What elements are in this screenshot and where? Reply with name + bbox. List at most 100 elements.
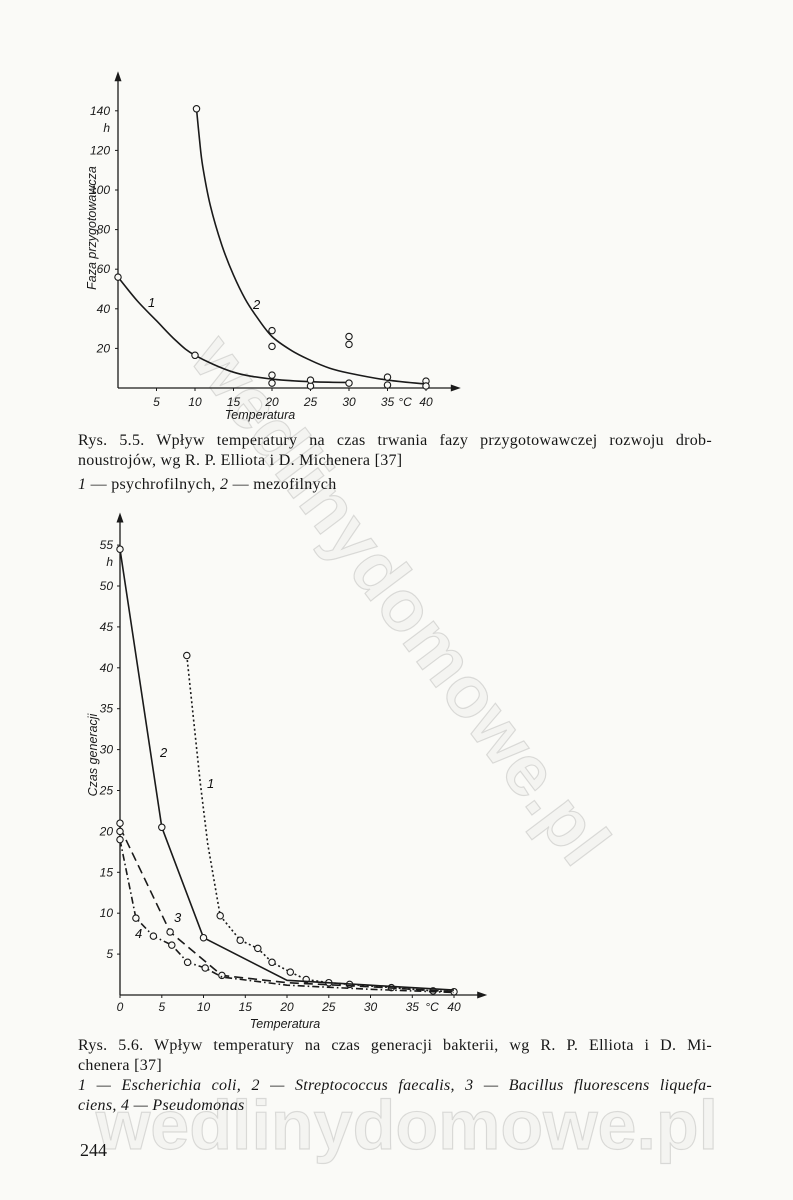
legend-number: 2 <box>220 476 229 493</box>
series-1-label: 1 <box>207 776 214 791</box>
y-tick-label: 40 <box>97 302 111 316</box>
x-tick-label: 35 <box>381 395 395 409</box>
series-2-line <box>195 108 427 385</box>
y-tick-label: 35 <box>100 702 114 716</box>
series-2-marker <box>383 373 392 381</box>
y-unit-label: h <box>106 555 113 569</box>
figure-5-6-chart: 0 5 10 15 20 25 30 35 40 5 10 15 20 25 30 35 40 45 50 55 1 2 3… <box>86 512 488 1031</box>
series-2-line <box>119 549 455 991</box>
series-2-label: 2 <box>159 745 168 760</box>
series-1-marker <box>236 936 244 944</box>
caption-line: noustrojów, wg R. P. Elliota i D. Michen… <box>78 452 403 469</box>
x-unit-label: °C <box>425 1000 439 1014</box>
series-1-marker <box>268 379 276 387</box>
y-tick-label: 15 <box>100 865 114 879</box>
series-1-marker <box>183 651 191 660</box>
series-3-marker <box>218 971 226 980</box>
legend-number: 1 <box>78 476 87 493</box>
chart-2-plot: 0 5 10 15 20 25 30 35 40 5 10 15 20 25 30 35 40 45 50 55 1 2 3… <box>99 512 488 1014</box>
series-1-marker <box>286 968 295 976</box>
y-tick-label: 50 <box>100 579 114 593</box>
y-axis-arrow <box>114 71 122 82</box>
y-tick-label: 40 <box>100 661 114 675</box>
x-axis-arrow <box>450 384 461 392</box>
series-1-line <box>186 655 455 993</box>
x-tick-label: 10 <box>188 395 202 409</box>
y-tick-label: 140 <box>90 104 110 118</box>
y-tick-label: 10 <box>100 906 114 920</box>
x-axis-title: Temperatura <box>225 408 295 422</box>
y-tick-label: 20 <box>96 341 111 355</box>
series-3-marker <box>116 827 124 836</box>
series-4-marker <box>132 914 140 922</box>
x-tick-label: 35 <box>406 1000 420 1014</box>
series-4-line <box>119 839 455 994</box>
series-2-marker <box>192 105 201 113</box>
series-3-marker <box>166 928 174 936</box>
series-1-marker <box>268 958 276 967</box>
series-1-marker <box>114 273 122 281</box>
y-axis-title: Czas generacji <box>86 712 100 796</box>
y-tick-label: 80 <box>97 223 111 237</box>
series-3-line <box>119 826 455 993</box>
series-2-marker <box>268 326 276 335</box>
x-tick-label: 20 <box>264 395 279 409</box>
caption-line: Rys. 5.6. Wpływ temperatury na czas gene… <box>78 1037 712 1054</box>
series-2-marker <box>268 371 276 379</box>
y-tick-label: 5 <box>106 947 113 961</box>
y-tick-label: 55 <box>100 538 114 552</box>
series-4-marker <box>183 958 192 967</box>
x-tick-label: 30 <box>342 395 356 409</box>
x-tick-label: 5 <box>158 1000 165 1014</box>
x-tick-label: 25 <box>321 1000 336 1014</box>
caption-legend: 1 — Escherichia coli, 2 — Streptococcus … <box>78 1077 712 1094</box>
series-1-marker <box>254 944 262 953</box>
series-2-label: 2 <box>252 297 261 312</box>
series-4-label: 4 <box>135 926 142 941</box>
series-3-label: 3 <box>174 910 182 925</box>
y-unit-label: h <box>103 121 110 135</box>
y-tick-label: 60 <box>97 262 111 276</box>
x-axis-arrow <box>477 991 488 999</box>
x-tick-label: 25 <box>303 395 318 409</box>
series-1-marker <box>191 351 199 360</box>
series-2-marker <box>383 381 392 389</box>
x-tick-label: 15 <box>239 1000 253 1014</box>
series-1-marker <box>216 911 224 920</box>
x-unit-label: °C <box>398 395 412 409</box>
x-tick-label: 15 <box>227 395 241 409</box>
series-1-label: 1 <box>148 295 155 310</box>
series-3-marker <box>116 819 124 827</box>
y-tick-label: 25 <box>99 784 114 798</box>
legend-label: — psychrofilnych, <box>90 476 216 493</box>
series-1-line <box>117 276 350 384</box>
caption-line: chenera [37] <box>78 1057 162 1074</box>
figure-5-6-caption: Rys. 5.6. Wpływ temperatury na czas gene… <box>78 1036 712 1116</box>
series-2-marker <box>116 545 124 553</box>
x-tick-label: 40 <box>419 395 433 409</box>
series-4-marker <box>168 941 176 949</box>
y-axis-arrow <box>116 512 124 523</box>
series-2-marker <box>345 332 353 341</box>
x-tick-label: 20 <box>279 1000 294 1014</box>
series-2-marker <box>345 340 353 349</box>
y-tick-label: 30 <box>100 743 114 757</box>
legend-label: — mezofilnych <box>232 476 337 493</box>
x-axis-title: Temperatura <box>250 1017 320 1031</box>
series-4-marker <box>149 932 158 940</box>
y-tick-label: 45 <box>100 620 114 634</box>
caption-legend: 1 — psychrofilnych, 2 — mezofilnych <box>78 475 712 495</box>
x-tick-label: 5 <box>153 395 160 409</box>
series-2-marker <box>422 382 430 390</box>
chart-1-plot: 5 10 15 20 25 30 35 40 20 40 60 80 100 120 140 1 2 <box>90 71 461 409</box>
caption-line: Rys. 5.5. Wpływ temperatury na czas trwa… <box>78 432 712 449</box>
series-2-marker <box>158 823 166 832</box>
series-4-marker <box>201 964 209 972</box>
x-tick-label: 30 <box>364 1000 378 1014</box>
y-tick-label: 20 <box>99 824 114 838</box>
x-tick-label: 0 <box>117 1000 124 1014</box>
series-2-marker <box>268 342 276 351</box>
x-tick-label: 40 <box>447 1000 461 1014</box>
x-tick-label: 10 <box>197 1000 211 1014</box>
